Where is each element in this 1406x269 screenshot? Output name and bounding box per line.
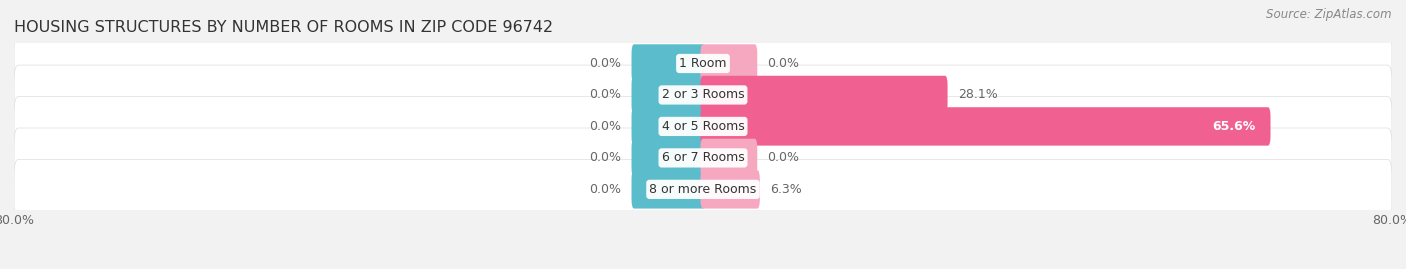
FancyBboxPatch shape bbox=[700, 44, 758, 83]
FancyBboxPatch shape bbox=[631, 76, 706, 114]
FancyBboxPatch shape bbox=[14, 128, 1392, 188]
Text: 0.0%: 0.0% bbox=[768, 151, 800, 164]
Text: 1 Room: 1 Room bbox=[679, 57, 727, 70]
Text: 8 or more Rooms: 8 or more Rooms bbox=[650, 183, 756, 196]
Text: 2 or 3 Rooms: 2 or 3 Rooms bbox=[662, 89, 744, 101]
FancyBboxPatch shape bbox=[700, 107, 1271, 146]
FancyBboxPatch shape bbox=[700, 139, 758, 177]
Text: 0.0%: 0.0% bbox=[589, 151, 621, 164]
Legend: Owner-occupied, Renter-occupied: Owner-occupied, Renter-occupied bbox=[568, 267, 838, 269]
Text: 6 or 7 Rooms: 6 or 7 Rooms bbox=[662, 151, 744, 164]
FancyBboxPatch shape bbox=[14, 97, 1392, 156]
FancyBboxPatch shape bbox=[631, 107, 706, 146]
Text: 6.3%: 6.3% bbox=[770, 183, 801, 196]
FancyBboxPatch shape bbox=[14, 160, 1392, 219]
Text: 4 or 5 Rooms: 4 or 5 Rooms bbox=[662, 120, 744, 133]
Text: 0.0%: 0.0% bbox=[589, 89, 621, 101]
Text: HOUSING STRUCTURES BY NUMBER OF ROOMS IN ZIP CODE 96742: HOUSING STRUCTURES BY NUMBER OF ROOMS IN… bbox=[14, 20, 553, 35]
Text: 0.0%: 0.0% bbox=[589, 120, 621, 133]
FancyBboxPatch shape bbox=[700, 76, 948, 114]
FancyBboxPatch shape bbox=[631, 170, 706, 208]
FancyBboxPatch shape bbox=[14, 34, 1392, 93]
FancyBboxPatch shape bbox=[14, 65, 1392, 125]
Text: 0.0%: 0.0% bbox=[768, 57, 800, 70]
Text: Source: ZipAtlas.com: Source: ZipAtlas.com bbox=[1267, 8, 1392, 21]
Text: 0.0%: 0.0% bbox=[589, 57, 621, 70]
FancyBboxPatch shape bbox=[700, 170, 759, 208]
FancyBboxPatch shape bbox=[631, 139, 706, 177]
FancyBboxPatch shape bbox=[631, 44, 706, 83]
Text: 0.0%: 0.0% bbox=[589, 183, 621, 196]
Text: 65.6%: 65.6% bbox=[1212, 120, 1256, 133]
Text: 28.1%: 28.1% bbox=[957, 89, 998, 101]
